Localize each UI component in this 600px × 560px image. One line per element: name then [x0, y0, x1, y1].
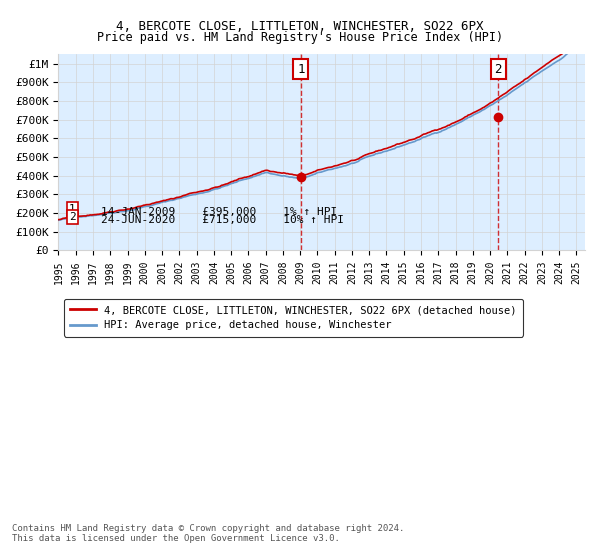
Text: Contains HM Land Registry data © Crown copyright and database right 2024.
This d: Contains HM Land Registry data © Crown c… [12, 524, 404, 543]
Text: Price paid vs. HM Land Registry's House Price Index (HPI): Price paid vs. HM Land Registry's House … [97, 31, 503, 44]
Text: 2: 2 [494, 63, 502, 76]
Text: 14-JAN-2009    £395,000    1% ↑ HPI: 14-JAN-2009 £395,000 1% ↑ HPI [101, 207, 337, 217]
Text: 4, BERCOTE CLOSE, LITTLETON, WINCHESTER, SO22 6PX: 4, BERCOTE CLOSE, LITTLETON, WINCHESTER,… [116, 20, 484, 32]
Text: 24-JUN-2020    £715,000    10% ↑ HPI: 24-JUN-2020 £715,000 10% ↑ HPI [101, 215, 344, 225]
Legend: 4, BERCOTE CLOSE, LITTLETON, WINCHESTER, SO22 6PX (detached house), HPI: Average: 4, BERCOTE CLOSE, LITTLETON, WINCHESTER,… [64, 299, 523, 337]
Text: 1: 1 [297, 63, 305, 76]
Text: 2: 2 [69, 212, 76, 222]
Text: 1: 1 [69, 204, 76, 214]
